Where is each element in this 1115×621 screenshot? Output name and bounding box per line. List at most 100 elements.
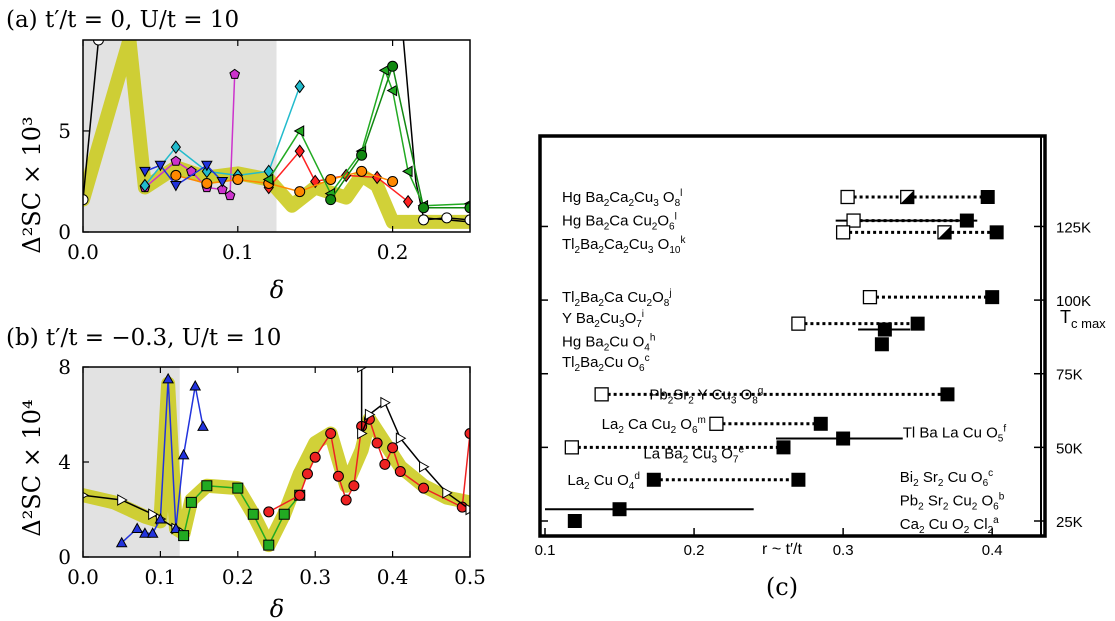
label-part: La Ba [643,445,683,462]
label-part: 2 [988,525,994,536]
panel-b-xlabel: δ [270,595,284,621]
label-part: 2 [647,298,653,309]
label-part: Cu [629,236,648,253]
panel-b-ytick-label: 0 [58,545,71,569]
filled-square [985,290,1000,305]
data-point [83,194,89,206]
label-part: Ca Cu [609,213,652,230]
panel-a-ytick-label: 5 [58,119,71,143]
label-part: 4 [629,481,635,492]
label-part: O [736,386,752,403]
panel-c-row-2 [835,225,1004,240]
data-point [115,536,128,548]
label-part: Cl [969,516,987,533]
data-point [154,160,167,172]
label-part: Hg Ba [562,333,604,350]
panel-a-shaded-region [83,40,277,232]
data-point [148,508,159,521]
panel-b-series-3 [263,413,470,518]
panel-b-title: (b) t′/t = −0.3, U/t = 10 [6,325,281,351]
filled-square [567,514,582,528]
data-point [294,144,305,158]
data-point [402,165,413,178]
data-point [378,64,390,77]
data-point [201,177,213,189]
filled-square [910,316,925,331]
compound-label: Tl2Ba2Ca2Cu3 O10k [562,235,686,256]
panel-c-xtick-label: 0.4 [982,542,1003,559]
panel-c-row-10 [776,431,903,446]
half-square-fill [937,225,951,239]
data-point [325,428,337,439]
label-part: l [680,188,682,199]
label-part: Tl Ba La Cu O [903,425,998,442]
data-point [216,176,229,188]
label-part: Cu O [604,354,639,371]
data-point [387,60,399,72]
filled-square [646,472,661,487]
label-part: O [657,213,669,230]
label-part: 2 [575,245,581,256]
data-point [465,503,470,516]
label-part: Pb [900,492,918,509]
label-part: Cu [634,189,653,206]
label-part: Ba [580,236,599,253]
panel-c-row-5 [858,322,911,337]
panel-a-title: (a) t′/t = 0, U/t = 10 [6,7,239,33]
panel-a-xtick-label: 0.0 [67,240,99,264]
panel-a-plot-area [83,40,470,232]
panel-c-row-1 [835,213,978,228]
open-square [840,189,855,205]
data-point [356,165,368,177]
label-part: La [567,472,584,489]
data-point [294,79,305,94]
label-part: d [634,471,640,482]
label-part: a [993,515,999,526]
panel-c-row-6 [874,337,889,352]
data-point [325,173,337,185]
label-part: 7 [636,319,642,330]
data-point [464,428,470,439]
compound-label: Ca2 Cu O2 Cl2a [900,515,999,536]
label-part: Hg Ba [562,189,604,206]
label-part: Ca [604,236,624,253]
data-point [357,367,368,373]
data-point [117,494,128,506]
data-point [232,482,244,494]
label-part: 2 [913,478,919,489]
panel-c-row-9 [564,440,791,455]
label-part: O [659,189,675,206]
label-part: Bi [900,469,913,486]
label-part: 8 [675,198,681,209]
label-part: La [602,416,619,433]
data-point [224,190,236,201]
panel-a-series-line [83,40,100,200]
panel-c-xtick-label: 0.2 [684,542,705,559]
panel-c-row-0 [840,189,995,205]
panel-c-row-11 [646,472,806,487]
label-part: 3 [653,198,659,209]
label-part: 2 [598,363,604,374]
label-part: 2 [964,525,970,536]
label-part: h [650,332,656,343]
panel-a-ytick-label: 0 [58,220,71,244]
label-part: O [717,445,733,462]
label-part: 2 [594,319,600,330]
data-point [139,178,151,193]
data-point [464,214,470,226]
panel-a-series-1 [402,40,470,223]
panel-c-tc-tick-label: 25K [1056,514,1083,531]
data-point [294,186,306,198]
data-point [162,372,174,384]
panel-b-series-1 [115,372,209,548]
data-point [92,40,104,46]
panel-c-caption: (c) [766,573,798,601]
filled-square [940,387,955,402]
data-point [371,437,383,449]
label-part: 5 [998,434,1004,445]
label-part: 2 [938,478,944,489]
panel-a-series-7 [325,60,470,214]
panel-b-ytick-label: 8 [58,355,71,379]
open-square [564,440,579,455]
panel-b-xtick-label: 0.3 [299,565,331,589]
